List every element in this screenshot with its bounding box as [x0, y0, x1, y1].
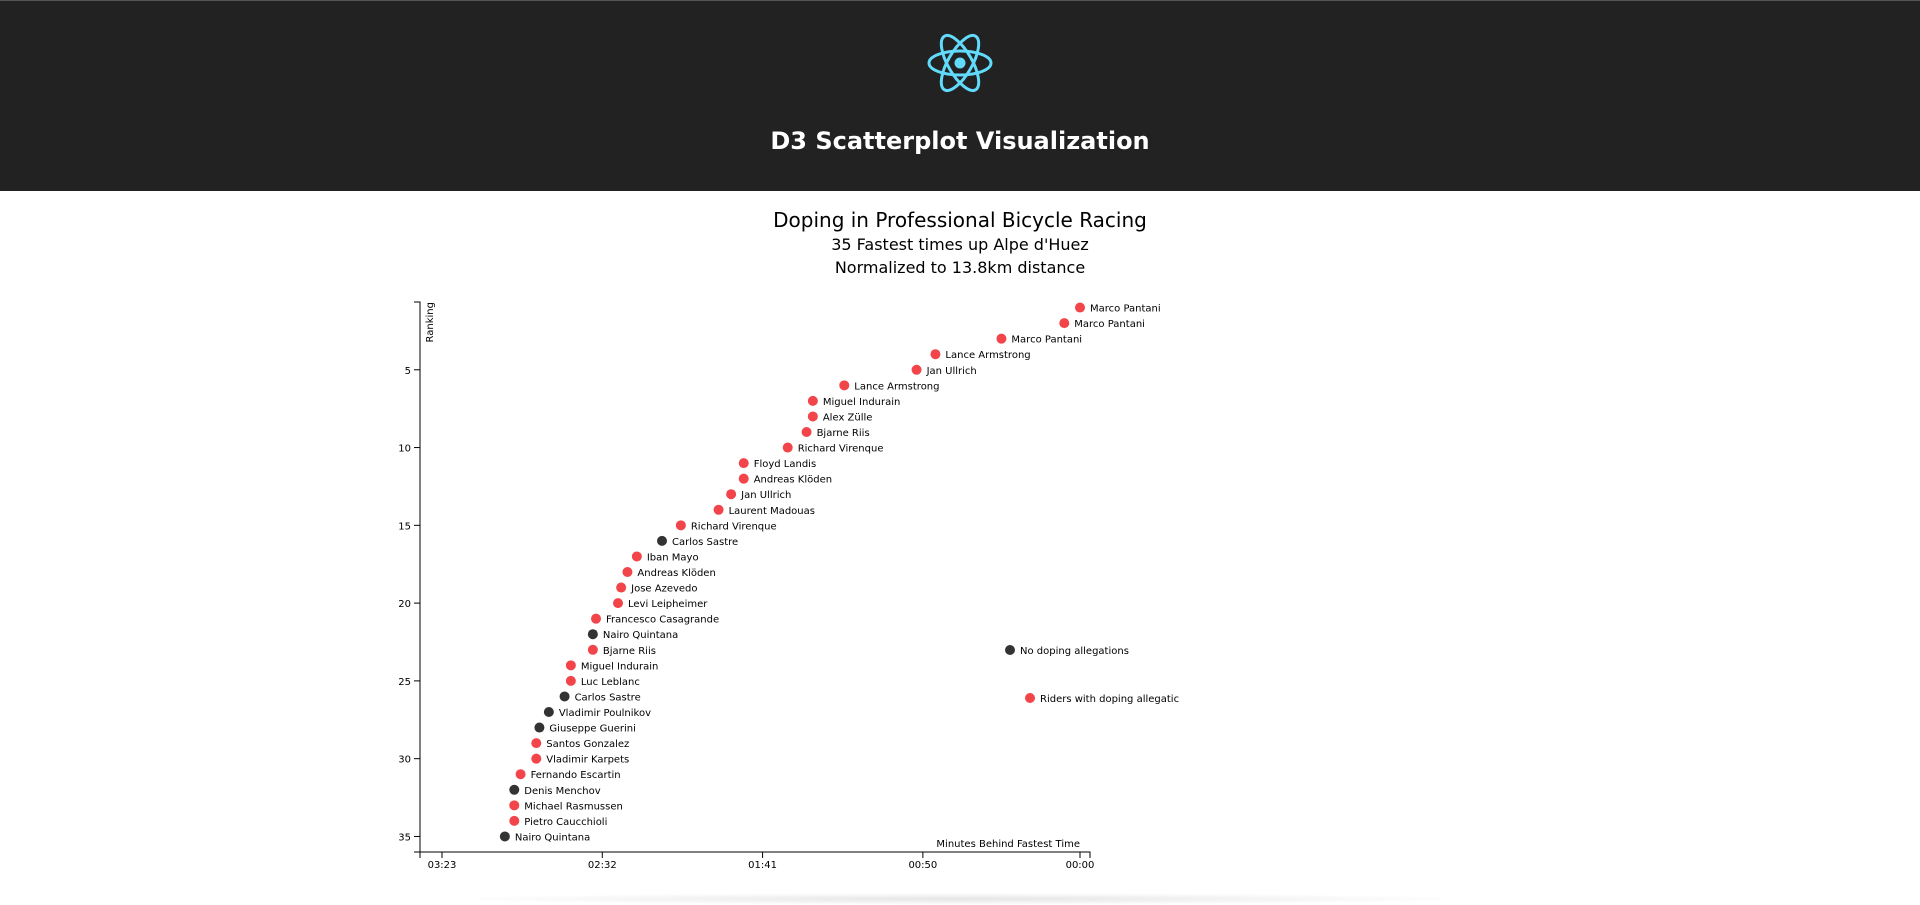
- data-point: [996, 333, 1007, 344]
- legend-marker: [1005, 645, 1015, 655]
- data-point: [839, 380, 850, 391]
- data-point-label: Marco Pantani: [1074, 319, 1145, 330]
- y-axis-line: [414, 301, 421, 853]
- legend-label: Riders with doping allegatic: [1040, 694, 1179, 705]
- data-point: [499, 831, 510, 842]
- chart-container: Doping in Professional Bicycle Racing 35…: [0, 191, 1920, 904]
- data-point-label: Francesco Casagrande: [606, 615, 719, 626]
- data-point: [531, 738, 542, 749]
- data-point: [738, 458, 749, 469]
- data-point-label: Lance Armstrong: [945, 350, 1030, 361]
- data-point-label: Santos Gonzalez: [546, 739, 629, 750]
- data-point-label: Laurent Madouas: [729, 506, 815, 517]
- data-point: [713, 504, 724, 515]
- data-point-label: Jan Ullrich: [740, 490, 791, 501]
- card-shadow: [440, 893, 1480, 905]
- data-point-label: Vladimir Poulnikov: [559, 708, 651, 719]
- data-point-label: Alex Zülle: [823, 412, 873, 423]
- data-point-label: Bjarne Riis: [603, 646, 656, 657]
- data-point-label: Carlos Sastre: [575, 692, 641, 703]
- data-point-label: Richard Virenque: [798, 444, 884, 455]
- x-tick-label: 03:23: [428, 860, 457, 871]
- data-point: [657, 535, 667, 546]
- data-point: [515, 769, 526, 780]
- data-point: [1075, 302, 1085, 313]
- data-point: [565, 675, 576, 686]
- data-point-label: Levi Leipheimer: [628, 599, 708, 610]
- data-point: [559, 691, 570, 702]
- data-point-label: Nairo Quintana: [515, 832, 590, 843]
- data-point: [622, 567, 633, 577]
- data-point-label: Luc Leblanc: [581, 677, 640, 688]
- data-point: [1059, 318, 1070, 329]
- data-point-label: Marco Pantani: [1011, 335, 1082, 346]
- data-point-label: Richard Virenque: [691, 521, 777, 532]
- data-point: [631, 551, 642, 562]
- data-point-label: Andreas Klöden: [637, 568, 715, 579]
- data-point-label: Miguel Indurain: [823, 397, 901, 408]
- app-header: D3 Scatterplot Visualization: [0, 0, 1920, 191]
- data-point-label: Carlos Sastre: [672, 537, 738, 548]
- data-point-label: Giuseppe Guerini: [549, 724, 636, 735]
- data-point-label: Michael Rasmussen: [524, 801, 623, 812]
- data-point: [675, 520, 686, 531]
- data-point: [726, 489, 737, 500]
- x-axis-label: Minutes Behind Fastest Time: [936, 839, 1080, 850]
- data-point-label: Miguel Indurain: [581, 661, 659, 672]
- data-point: [587, 644, 598, 655]
- data-point: [531, 753, 542, 764]
- data-point-label: Floyd Landis: [754, 459, 816, 470]
- data-point-label: Andreas Klöden: [754, 475, 832, 486]
- y-axis-label: Ranking: [425, 302, 436, 342]
- data-point: [807, 411, 818, 422]
- chart-title: Doping in Professional Bicycle Racing: [773, 208, 1147, 232]
- y-tick-label: 35: [398, 832, 411, 843]
- data-point-label: Jan Ullrich: [926, 366, 977, 377]
- data-point: [613, 598, 623, 609]
- data-point-label: Jose Azevedo: [630, 584, 697, 595]
- data-point-label: Bjarne Riis: [817, 428, 870, 439]
- data-point: [543, 707, 554, 717]
- y-tick-label: 25: [398, 677, 411, 688]
- data-point: [509, 800, 520, 811]
- y-tick-label: 20: [398, 599, 411, 610]
- x-tick-label: 00:50: [908, 860, 937, 871]
- data-point: [807, 395, 818, 406]
- data-point: [565, 660, 576, 671]
- data-point: [930, 349, 941, 360]
- react-atom-icon: [927, 33, 993, 93]
- data-point: [534, 722, 545, 733]
- data-point-label: Marco Pantani: [1090, 304, 1161, 315]
- legend-label: No doping allegations: [1020, 646, 1129, 657]
- x-tick-label: 02:32: [588, 860, 617, 871]
- data-point-label: Lance Armstrong: [854, 381, 939, 392]
- data-point: [509, 784, 520, 795]
- data-point-label: Fernando Escartin: [531, 770, 621, 781]
- legend-marker: [1025, 693, 1035, 703]
- y-tick-label: 10: [398, 444, 411, 455]
- data-point-label: Nairo Quintana: [603, 630, 678, 641]
- data-point: [801, 427, 812, 437]
- y-tick-label: 15: [398, 521, 411, 532]
- chart-subtitle: 35 Fastest times up Alpe d'Huez: [831, 235, 1089, 254]
- data-point-label: Vladimir Karpets: [546, 755, 629, 766]
- x-tick-label: 00:00: [1066, 860, 1095, 871]
- data-point-label: Pietro Caucchioli: [524, 817, 607, 828]
- x-axis-line: [419, 851, 1091, 858]
- data-point-label: Iban Mayo: [647, 552, 699, 563]
- data-point: [591, 613, 601, 624]
- chart-subtitle-distance: Normalized to 13.8km distance: [834, 258, 1086, 277]
- y-tick-label: 30: [398, 755, 411, 766]
- data-point: [738, 473, 749, 484]
- data-point: [509, 815, 520, 826]
- data-point: [911, 364, 922, 375]
- data-point: [587, 629, 598, 640]
- data-point: [782, 442, 793, 453]
- y-tick-label: 5: [405, 366, 411, 377]
- data-point: [616, 582, 627, 593]
- data-point-label: Denis Menchov: [524, 786, 600, 797]
- app-title: D3 Scatterplot Visualization: [770, 127, 1150, 155]
- x-tick-label: 01:41: [748, 860, 777, 871]
